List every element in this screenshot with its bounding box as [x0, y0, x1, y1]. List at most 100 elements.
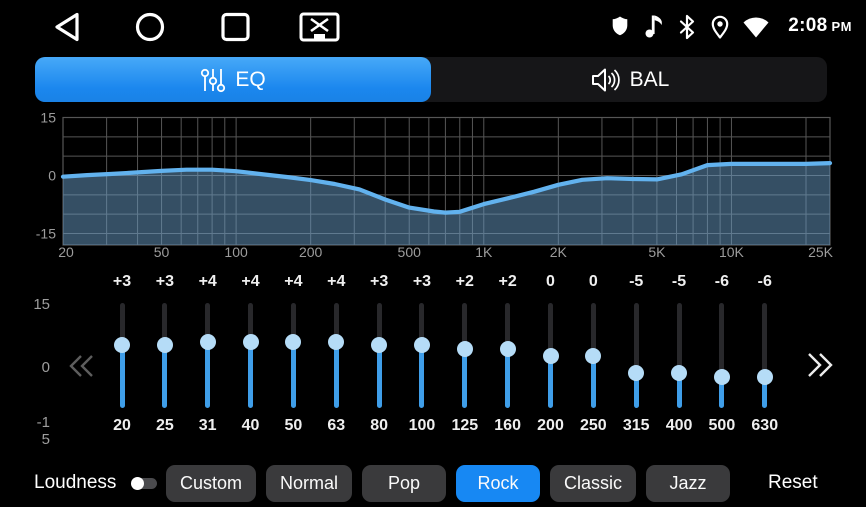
band-slider-track-lower[interactable]: [590, 355, 596, 408]
recents-icon[interactable]: [221, 12, 250, 42]
band-slider-knob[interactable]: [114, 337, 130, 353]
home-icon[interactable]: [135, 12, 165, 42]
bluetooth-icon: [679, 14, 695, 40]
band-slider-track-upper[interactable]: [633, 303, 639, 373]
tab-bal[interactable]: BAL: [431, 57, 827, 102]
band-slider-track-lower[interactable]: [505, 348, 511, 408]
band-slider-track-lower[interactable]: [762, 376, 768, 408]
band-slider-track-lower[interactable]: [419, 345, 425, 408]
band-frequency-label: 630: [751, 417, 779, 434]
band-frequency-label: 80: [370, 417, 388, 434]
screen-off-icon[interactable]: [299, 12, 340, 42]
band-slider-knob[interactable]: [413, 337, 430, 353]
loudness-label: Loudness: [34, 472, 117, 493]
band-slider-track-upper[interactable]: [719, 303, 725, 377]
band-slider-track-lower[interactable]: [205, 341, 211, 408]
band-frequency-label: 315: [622, 417, 650, 434]
band-slider-track-upper[interactable]: [419, 303, 425, 345]
band-slider-track-lower[interactable]: [333, 341, 339, 408]
band-slider-track-lower[interactable]: [248, 341, 254, 408]
band-slider-track-upper[interactable]: [590, 303, 596, 356]
band-slider-track-lower[interactable]: [376, 345, 382, 408]
axis-tick-label: 10K: [719, 244, 745, 260]
band-frequency-label: 31: [198, 417, 217, 434]
band-slider-knob[interactable]: [156, 337, 173, 353]
preset-classic[interactable]: Classic: [550, 465, 637, 502]
band-slider-track-lower[interactable]: [548, 355, 553, 408]
band-slider-track-upper[interactable]: [762, 303, 768, 377]
band-frequency-label: 125: [451, 417, 479, 434]
band-slider-track-upper[interactable]: [162, 303, 168, 345]
band-slider-knob[interactable]: [542, 347, 559, 364]
preset-pop[interactable]: Pop: [362, 465, 447, 502]
band-slider-track-upper[interactable]: [376, 303, 382, 345]
music-note-icon: [645, 15, 662, 38]
back-icon[interactable]: [55, 12, 79, 42]
band-gain-value: -6: [757, 273, 772, 290]
band-slider-track-upper[interactable]: [205, 303, 211, 342]
band-slider-knob[interactable]: [199, 333, 216, 350]
slider-scale-min-line2: 5: [41, 431, 50, 448]
preset-normal[interactable]: Normal: [266, 465, 353, 502]
preset-rock[interactable]: Rock: [456, 465, 541, 502]
preset-jazz[interactable]: Jazz: [646, 465, 731, 502]
band-gain-value: +3: [155, 273, 174, 290]
axis-tick-label: 200: [299, 244, 323, 260]
band-slider-track-upper[interactable]: [676, 303, 682, 373]
loudness-toggle[interactable]: [131, 471, 161, 497]
band-slider-track-lower[interactable]: [290, 341, 296, 408]
band-slider-track-upper[interactable]: [290, 303, 296, 342]
band-slider-knob[interactable]: [328, 333, 345, 350]
band-slider-knob[interactable]: [713, 368, 730, 385]
axis-tick-label: -15: [36, 226, 56, 242]
band-slider-track-lower[interactable]: [719, 376, 725, 408]
clock-meridiem: PM: [831, 19, 852, 34]
chevrons-right-icon[interactable]: [804, 350, 834, 380]
band-slider-track-upper[interactable]: [333, 303, 339, 342]
band-slider-track-upper[interactable]: [462, 303, 468, 349]
chevrons-left-icon[interactable]: [68, 352, 96, 380]
band-gain-value: +2: [455, 273, 474, 290]
band-slider-knob[interactable]: [499, 340, 516, 357]
preset-buttons: Custom Normal Pop Rock Classic Jazz: [166, 465, 731, 502]
band-gain-value: -5: [629, 273, 644, 290]
band-slider-knob[interactable]: [628, 365, 645, 381]
band-frequency-label: 20: [113, 417, 131, 434]
band-slider-knob[interactable]: [371, 337, 388, 353]
band-slider-knob[interactable]: [242, 333, 259, 350]
tab-eq[interactable]: EQ: [35, 57, 431, 102]
tab-bar: EQ BAL: [35, 57, 827, 102]
band-gain-value: +4: [327, 273, 346, 290]
loudness-toggle-knob: [131, 477, 144, 490]
band-slider-track-lower[interactable]: [462, 348, 468, 408]
band-gain-value: +4: [241, 273, 260, 290]
band-gain-value: 0: [546, 273, 555, 290]
band-slider-track-lower[interactable]: [119, 345, 125, 408]
band-slider-track-lower[interactable]: [633, 373, 639, 408]
band-slider-knob[interactable]: [756, 368, 773, 385]
speaker-icon: [591, 68, 620, 91]
band-slider-knob[interactable]: [671, 365, 688, 381]
band-frequency-label: 63: [327, 417, 346, 434]
band-slider-knob[interactable]: [285, 333, 302, 350]
reset-button[interactable]: Reset: [768, 472, 818, 493]
band-slider-track-upper[interactable]: [248, 303, 254, 342]
band-slider-track-upper[interactable]: [119, 303, 125, 345]
band-gain-value: -6: [714, 273, 729, 290]
tab-eq-label: EQ: [235, 67, 266, 91]
band-slider-track-lower[interactable]: [162, 345, 168, 408]
axis-tick-label: 25K: [808, 244, 834, 260]
status-bar: 2:08 PM: [0, 0, 866, 52]
band-slider-track-lower[interactable]: [676, 373, 682, 408]
band-slider-track-upper[interactable]: [548, 303, 553, 356]
band-slider-track-upper[interactable]: [505, 303, 511, 349]
band-gain-value: +3: [112, 273, 132, 290]
eq-curve-area: [63, 163, 830, 245]
wifi-icon: [743, 17, 769, 38]
band-slider-knob[interactable]: [585, 347, 602, 364]
band-slider-knob[interactable]: [456, 340, 473, 357]
axis-tick-label: 100: [224, 244, 248, 260]
preset-custom[interactable]: Custom: [166, 465, 257, 502]
